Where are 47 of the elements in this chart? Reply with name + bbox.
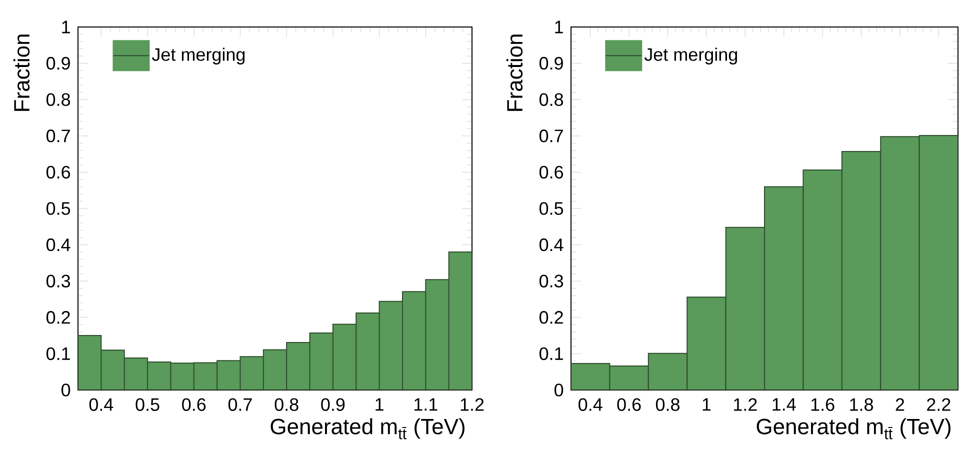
- y-tick-label: 1: [62, 20, 70, 34]
- y-tick-label: 0: [554, 384, 564, 396]
- x-tick-label: 0.5: [136, 398, 160, 411]
- y-tick-label: 0: [61, 384, 70, 396]
- y-tick-label: 0.6: [539, 166, 564, 179]
- y-tick-label: 0.8: [539, 93, 564, 106]
- x-tick-label: 0.8: [656, 398, 680, 411]
- x-tick-label: 1.1: [414, 398, 438, 411]
- x-tick-label: 0.9: [321, 398, 345, 411]
- x-tick-label: 0.4: [578, 398, 602, 411]
- x-tick-label: 1.2: [460, 398, 484, 411]
- x-tick-label: 1: [702, 398, 711, 411]
- y-tick-label: 0.3: [46, 274, 70, 288]
- x-tick-label: 0.4: [89, 398, 114, 411]
- x-tick-label: 1.4: [772, 398, 796, 411]
- y-tick-label: 0.5: [539, 202, 564, 215]
- y-tick-label: 0.9: [539, 56, 563, 70]
- legend-label: Jet merging: [152, 48, 245, 64]
- x-tick-label: 1: [376, 398, 384, 411]
- x-tick-label: 2: [896, 398, 904, 411]
- y-tick-label: 1: [555, 20, 563, 34]
- y-tick-label: 0.7: [46, 130, 70, 142]
- y-tick-label: 0.4: [539, 238, 564, 252]
- x-tick-label: 0.8: [274, 398, 298, 411]
- legend-label: Jet merging: [644, 48, 737, 64]
- y-tick-label: 0.2: [539, 311, 563, 324]
- y-tick-label: 0.1: [539, 347, 563, 360]
- y-axis-title: Fraction: [506, 34, 523, 111]
- y-tick-label: 0.3: [539, 274, 564, 288]
- x-axis-title: Generated m$_{tt̄}$ (TeV): [756, 418, 950, 440]
- y-tick-label: 0.6: [46, 166, 70, 179]
- y-tick-label: 0.5: [46, 202, 70, 215]
- y-tick-label: 0.4: [46, 238, 70, 252]
- x-tick-label: 0.6: [182, 398, 206, 411]
- x-tick-label: 1.2: [734, 398, 757, 411]
- y-tick-label: 0.2: [46, 311, 70, 324]
- x-axis-title: Generated m$_{tt̄}$ (TeV): [270, 418, 464, 440]
- y-tick-label: 0.9: [46, 56, 70, 70]
- x-tick-label: 1.8: [850, 398, 873, 411]
- y-axis-title: Fraction: [13, 34, 30, 111]
- y-tick-label: 0.7: [539, 130, 563, 142]
- x-tick-label: 2.2: [927, 398, 950, 411]
- y-tick-label: 0.1: [46, 347, 70, 360]
- x-tick-label: 1.6: [811, 398, 834, 411]
- y-tick-label: 0.8: [46, 93, 70, 106]
- x-tick-label: 0.7: [228, 398, 252, 411]
- x-tick-label: 0.6: [617, 398, 641, 411]
